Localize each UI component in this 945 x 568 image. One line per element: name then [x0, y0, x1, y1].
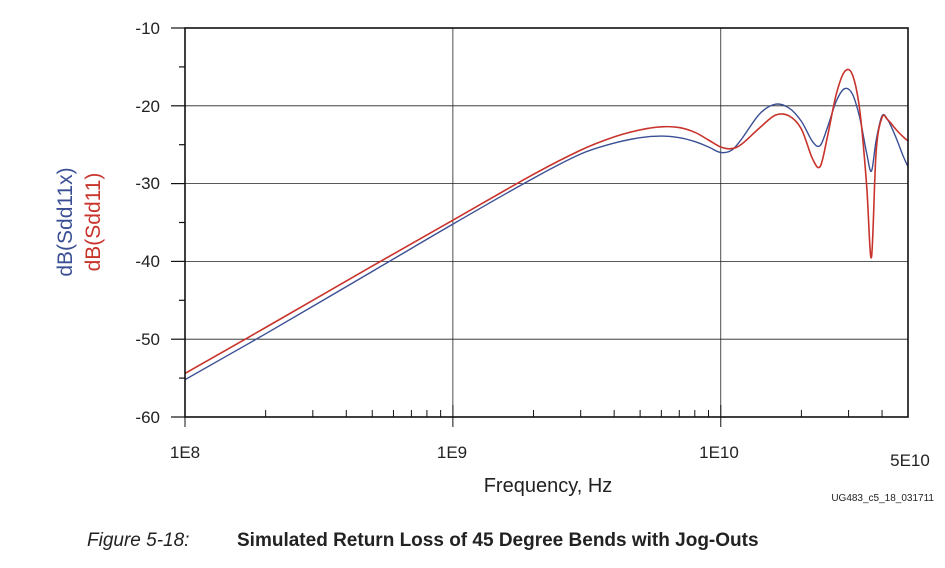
series-layer	[185, 68, 908, 381]
x-tick-label: 5E10	[890, 451, 930, 470]
plot-frame	[184, 27, 909, 418]
figure-caption: Figure 5-18: Simulated Return Loss of 45 …	[87, 530, 759, 552]
y-tick-label: -30	[135, 174, 160, 193]
figure-title: Simulated Return Loss of 45 Degree Bends…	[237, 530, 759, 551]
x-tick-label: 1E8	[170, 443, 200, 462]
y-tick-label: -50	[135, 330, 160, 349]
grid-lines	[185, 28, 908, 417]
y-tick-label: -10	[135, 19, 160, 38]
figure-number: Figure 5-18:	[87, 530, 190, 551]
figure-id: UG483_c5_18_031711	[831, 493, 934, 504]
series-line-sdd11	[185, 68, 908, 375]
x-axis-title: Frequency, Hz	[484, 475, 613, 497]
series-line-sdd11x	[185, 87, 908, 381]
return-loss-chart: -10 -20 -30 -40 -50 -60 1E8 1E9 1E10 5E1…	[54, 19, 934, 504]
plot-area	[185, 28, 908, 417]
y-tick-label: -40	[135, 252, 160, 271]
y-tick-label: -20	[135, 97, 160, 116]
x-tick-label: 1E9	[437, 443, 467, 462]
y-tick-label: -60	[135, 408, 160, 427]
y-axis-title-sdd11: dB(Sdd11)	[82, 173, 105, 272]
x-tick-label: 1E10	[699, 443, 739, 462]
y-axis-title-sdd11x: dB(Sdd11x)	[54, 167, 77, 276]
